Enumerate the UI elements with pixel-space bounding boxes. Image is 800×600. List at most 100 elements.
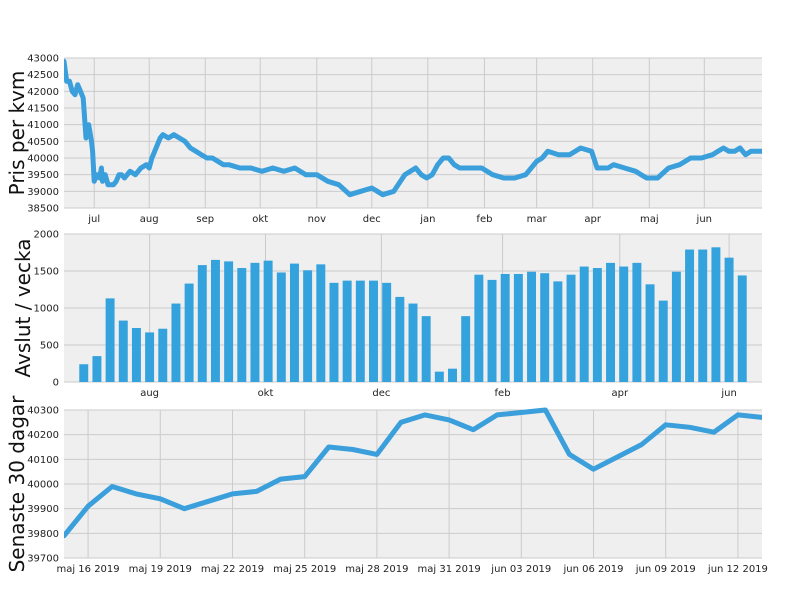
y-tick-label: 0 [53, 378, 59, 389]
x-tick-label: jun 06 2019 [563, 564, 624, 575]
x-tick-label: jul [87, 214, 100, 225]
bar [448, 368, 457, 382]
x-tick-label: maj 22 2019 [201, 564, 264, 575]
bar [184, 283, 194, 382]
y-tick-label: 40300 [27, 406, 59, 417]
bar [355, 280, 365, 382]
y-tick-label: 40000 [27, 480, 59, 491]
x-tick-label: maj 31 2019 [418, 564, 481, 575]
y-axis-title: Senaste 30 dagar [5, 395, 29, 573]
x-tick-label: dec [363, 214, 381, 225]
x-tick-label: mar [527, 214, 548, 225]
x-tick-label: jun 09 2019 [635, 564, 696, 575]
bar [724, 257, 734, 382]
bar [711, 247, 721, 382]
y-tick-label: 1500 [34, 267, 59, 278]
x-tick-label: maj 25 2019 [273, 564, 336, 575]
x-tick-label: jun 03 2019 [490, 564, 551, 575]
bar [316, 264, 326, 382]
x-tick-label: jun [696, 214, 712, 225]
bar [606, 262, 616, 382]
x-tick-label: feb [476, 214, 492, 225]
bar [645, 284, 655, 382]
bar [421, 316, 431, 382]
bar [197, 265, 207, 382]
bar [527, 271, 537, 382]
x-tick-label: jun 12 2019 [707, 564, 768, 575]
bar [540, 273, 550, 382]
x-tick-label: dec [372, 388, 390, 399]
bar [145, 332, 155, 382]
y-tick-label: 40000 [27, 154, 59, 165]
bar [737, 275, 747, 382]
x-tick-label: aug [140, 388, 159, 399]
bar [461, 316, 471, 382]
bar [210, 259, 220, 382]
bar [685, 249, 695, 382]
bar [342, 280, 352, 382]
y-tick-label: 42500 [27, 70, 59, 81]
bar [263, 260, 273, 382]
bar [698, 249, 708, 382]
x-tick-label: apr [584, 214, 601, 225]
x-tick-label: sep [196, 214, 214, 225]
bar [408, 303, 418, 382]
x-tick-label: apr [611, 388, 628, 399]
bar [619, 266, 629, 382]
y-tick-label: 41000 [27, 120, 59, 131]
bar [237, 268, 247, 382]
y-tick-label: 39000 [27, 187, 59, 198]
y-tick-label: 38500 [27, 204, 59, 215]
bar [395, 296, 405, 382]
bar [434, 371, 444, 382]
price-per-sqm-panel: 38500 39000 39500 40000 40500 41000 41500 42000… [5, 54, 762, 225]
x-tick-label: jun [720, 388, 736, 399]
bar [566, 274, 576, 382]
bar [513, 273, 523, 382]
bar [105, 298, 115, 382]
y-tick-label: 39500 [27, 170, 59, 181]
bar [158, 328, 168, 382]
x-tick-label: okt [252, 214, 268, 225]
bar [500, 273, 510, 382]
bar [79, 364, 89, 382]
bar [171, 303, 181, 382]
x-tick-label: maj [640, 214, 659, 225]
bar [250, 262, 260, 382]
bar [658, 300, 668, 382]
bar [487, 279, 497, 382]
y-tick-label: 1000 [34, 304, 59, 315]
y-tick-label: 40200 [27, 430, 59, 441]
bar [553, 281, 563, 382]
x-tick-label: aug [140, 214, 159, 225]
bar [92, 356, 102, 382]
y-tick-label: 43000 [27, 54, 59, 65]
y-tick-label: 500 [40, 341, 59, 352]
bar [289, 263, 299, 382]
x-tick-label: maj 28 2019 [345, 564, 408, 575]
y-axis-title: Pris per kvm [5, 71, 29, 196]
series-line [64, 407, 762, 539]
x-tick-label: nov [308, 214, 326, 225]
x-tick-label: feb [495, 388, 511, 399]
y-axis-title: Avslut / vecka [11, 239, 35, 378]
y-tick-label: 39700 [27, 554, 59, 565]
bar [329, 282, 339, 382]
y-tick-label: 40100 [27, 455, 59, 466]
bar [671, 271, 681, 382]
bar [224, 261, 234, 382]
bar [118, 320, 128, 382]
y-tick-label: 39900 [27, 504, 59, 515]
y-tick-label: 2000 [34, 230, 59, 241]
bar [579, 266, 589, 382]
y-tick-label: 41500 [27, 104, 59, 115]
bar [592, 268, 602, 382]
series-line [64, 58, 762, 198]
y-tick-label: 42000 [27, 87, 59, 98]
bar [276, 272, 286, 382]
bar [474, 274, 484, 382]
x-tick-label: okt [258, 388, 274, 399]
x-tick-label: maj 19 2019 [129, 564, 192, 575]
bar [369, 280, 378, 382]
